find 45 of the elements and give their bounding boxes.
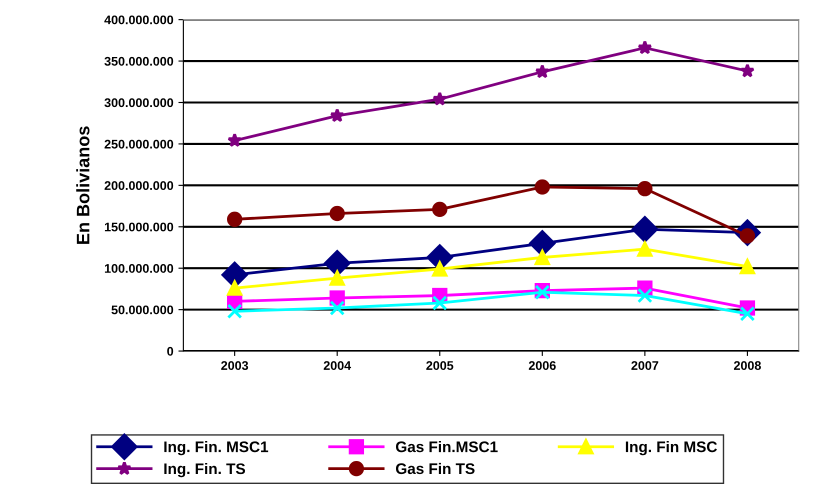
point	[740, 258, 756, 274]
point	[632, 216, 658, 242]
point	[638, 40, 652, 54]
legend-label: Ing. Fin MSC	[626, 440, 717, 456]
y-tick-label: 100.000.000	[104, 264, 174, 273]
point	[227, 132, 242, 148]
point	[432, 261, 448, 277]
x-tick-label: 2007	[631, 361, 658, 370]
point	[432, 202, 448, 218]
point	[534, 64, 550, 78]
x-tick-label: 2003	[221, 361, 248, 370]
point	[637, 242, 653, 257]
point	[227, 212, 242, 227]
y-tick-label: 250.000.000	[104, 140, 174, 149]
point	[330, 270, 345, 286]
point	[227, 280, 242, 296]
y-tick-label: 300.000.000	[104, 98, 174, 108]
point	[637, 181, 653, 196]
point	[432, 92, 448, 106]
point	[330, 300, 345, 316]
legend-label: Gas Fin TS	[396, 462, 475, 474]
y-axis-title: En Bolivianos	[76, 126, 90, 244]
x-tick-label: 2008	[734, 361, 761, 370]
y-tick-label: 350.000.000	[104, 56, 174, 66]
point	[227, 304, 242, 319]
legend-label: Gas Fin.MSC1	[396, 440, 498, 452]
y-tick-label: 150.000.000	[104, 222, 174, 232]
point	[637, 288, 653, 304]
legend-label: Ing. Fin. TS	[164, 462, 246, 478]
point	[534, 250, 550, 266]
x-tick-label: 2005	[426, 361, 454, 370]
point	[432, 295, 448, 311]
point	[740, 306, 756, 322]
x-tick-label: 2006	[528, 361, 556, 370]
point	[324, 250, 350, 276]
y-tick-label: 200.000.000	[104, 181, 174, 190]
legend-label: Ing. Fin. MSC1	[164, 440, 268, 456]
y-tick-label: 50.000.000	[111, 305, 174, 314]
x-tick-label: 2004	[324, 361, 352, 370]
y-tick-label: 0	[167, 346, 174, 356]
point	[330, 108, 345, 122]
point	[534, 179, 550, 195]
y-tick-label: 400.000.000	[104, 15, 174, 24]
point	[330, 206, 345, 222]
point	[740, 63, 755, 78]
